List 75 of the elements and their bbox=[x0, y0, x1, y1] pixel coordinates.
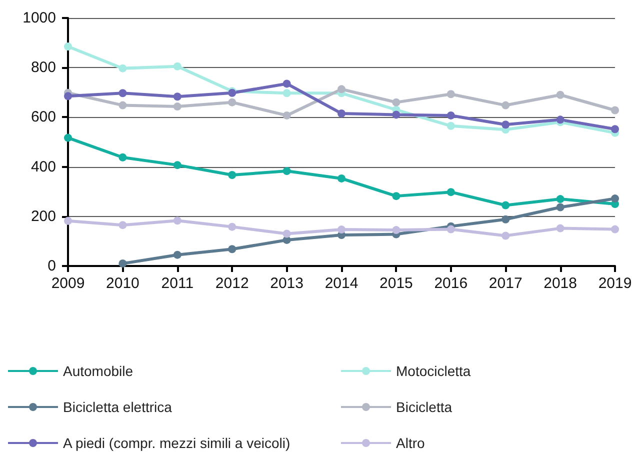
point bbox=[118, 101, 127, 110]
x-tick-label: 2014 bbox=[324, 275, 358, 292]
point bbox=[502, 215, 510, 224]
point bbox=[64, 42, 72, 51]
y-tick-label: 200 bbox=[30, 208, 56, 225]
point bbox=[556, 116, 564, 124]
legend-label: Bicicletta bbox=[396, 399, 452, 415]
legend-label: Automobile bbox=[63, 363, 134, 379]
point bbox=[118, 260, 127, 268]
y-tick-label: 400 bbox=[30, 158, 56, 176]
legend-label: Bicicletta elettrica bbox=[63, 399, 172, 415]
point bbox=[173, 92, 182, 101]
point bbox=[118, 221, 127, 230]
y-tick-label: 600 bbox=[30, 108, 56, 126]
point bbox=[446, 225, 455, 234]
point bbox=[502, 201, 510, 210]
point bbox=[228, 98, 236, 106]
x-tick-label: 2009 bbox=[51, 275, 85, 292]
point bbox=[502, 120, 510, 129]
point bbox=[556, 90, 564, 99]
y-tick-label: 800 bbox=[30, 59, 56, 76]
point bbox=[64, 216, 72, 225]
point bbox=[611, 125, 619, 134]
point bbox=[228, 170, 236, 179]
point bbox=[173, 62, 182, 70]
point bbox=[173, 250, 182, 259]
point bbox=[502, 101, 510, 110]
y-tick-label: 1000 bbox=[22, 10, 56, 26]
point bbox=[338, 109, 346, 118]
point bbox=[556, 203, 564, 212]
point bbox=[64, 134, 72, 142]
x-tick-label: 2010 bbox=[106, 275, 140, 292]
point bbox=[392, 192, 400, 200]
point bbox=[118, 153, 127, 162]
point bbox=[228, 222, 236, 231]
point bbox=[173, 161, 182, 170]
x-tick-label: 2019 bbox=[598, 275, 632, 292]
point bbox=[611, 225, 619, 234]
point bbox=[446, 122, 455, 130]
point bbox=[338, 174, 346, 182]
point bbox=[502, 232, 510, 240]
x-tick-label: 2011 bbox=[161, 275, 194, 292]
x-tick-label: 2012 bbox=[215, 275, 249, 292]
y-tick-label: 0 bbox=[48, 258, 56, 274]
point bbox=[282, 80, 291, 88]
point bbox=[392, 110, 400, 119]
point bbox=[338, 85, 346, 94]
point bbox=[446, 90, 455, 98]
x-tick-label: 2016 bbox=[434, 275, 468, 292]
x-tick-label: 2013 bbox=[270, 275, 304, 292]
legend-label: Motocicletta bbox=[396, 363, 471, 379]
point bbox=[282, 89, 291, 98]
point bbox=[118, 89, 127, 98]
point bbox=[611, 106, 619, 114]
x-tick-label: 2017 bbox=[488, 275, 522, 292]
point bbox=[446, 111, 455, 120]
x-tick-label: 2015 bbox=[380, 275, 413, 292]
point bbox=[556, 195, 564, 204]
point bbox=[446, 188, 455, 196]
point bbox=[228, 245, 236, 254]
point bbox=[556, 224, 564, 232]
legend-label: A piedi (compr. mezzi simili a veicoli) bbox=[63, 435, 290, 451]
legend-label: Altro bbox=[396, 435, 425, 451]
point bbox=[282, 230, 291, 238]
point bbox=[282, 167, 291, 176]
point bbox=[282, 111, 291, 120]
point bbox=[338, 226, 346, 234]
point bbox=[118, 64, 127, 72]
point bbox=[392, 226, 400, 234]
point bbox=[173, 216, 182, 225]
point bbox=[611, 194, 619, 203]
point bbox=[64, 92, 72, 100]
point bbox=[173, 102, 182, 111]
x-tick-label: 2018 bbox=[544, 275, 577, 292]
point bbox=[392, 98, 400, 106]
